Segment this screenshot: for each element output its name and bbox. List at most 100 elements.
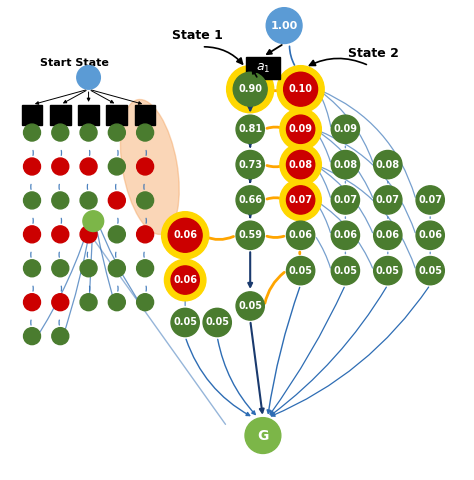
Circle shape <box>236 292 264 320</box>
FancyBboxPatch shape <box>78 105 99 125</box>
Circle shape <box>109 294 125 311</box>
Text: 0.66: 0.66 <box>238 195 262 205</box>
Circle shape <box>24 226 40 243</box>
Text: 0.07: 0.07 <box>333 195 357 205</box>
Text: 0.59: 0.59 <box>238 230 262 240</box>
Circle shape <box>137 294 154 311</box>
Circle shape <box>171 266 199 294</box>
Circle shape <box>286 150 315 179</box>
Circle shape <box>80 158 97 175</box>
FancyArrowPatch shape <box>316 202 330 233</box>
Text: 0.08: 0.08 <box>376 160 400 169</box>
Circle shape <box>24 124 40 141</box>
FancyArrowPatch shape <box>317 131 373 197</box>
Circle shape <box>137 226 154 243</box>
Circle shape <box>283 72 318 106</box>
Circle shape <box>24 260 40 277</box>
Text: 0.05: 0.05 <box>238 301 262 311</box>
Circle shape <box>109 158 125 175</box>
Circle shape <box>277 66 324 113</box>
FancyArrowPatch shape <box>267 198 284 199</box>
Text: 0.05: 0.05 <box>333 265 357 276</box>
Circle shape <box>168 218 202 252</box>
Circle shape <box>109 124 125 141</box>
Circle shape <box>77 66 100 89</box>
FancyArrowPatch shape <box>317 166 415 268</box>
Circle shape <box>52 294 69 311</box>
Text: 0.07: 0.07 <box>289 195 313 205</box>
Circle shape <box>109 192 125 209</box>
Circle shape <box>24 158 40 175</box>
Circle shape <box>52 226 69 243</box>
Circle shape <box>24 192 40 209</box>
Text: 0.73: 0.73 <box>238 160 262 169</box>
Circle shape <box>83 211 104 231</box>
Circle shape <box>164 259 206 301</box>
Circle shape <box>52 192 69 209</box>
Text: G: G <box>257 429 269 443</box>
FancyArrowPatch shape <box>320 91 373 162</box>
Circle shape <box>24 294 40 311</box>
Text: 0.06: 0.06 <box>173 230 197 240</box>
Circle shape <box>24 328 40 345</box>
Text: 0.05: 0.05 <box>289 265 313 276</box>
Circle shape <box>162 212 209 259</box>
Text: 1.00: 1.00 <box>271 21 298 31</box>
Circle shape <box>416 256 444 285</box>
Circle shape <box>109 260 125 277</box>
FancyArrowPatch shape <box>316 132 330 162</box>
Text: 0.05: 0.05 <box>418 265 442 276</box>
FancyBboxPatch shape <box>50 105 71 125</box>
FancyArrowPatch shape <box>316 167 330 197</box>
Text: 0.05: 0.05 <box>376 265 400 276</box>
FancyBboxPatch shape <box>135 105 155 125</box>
Text: 0.05: 0.05 <box>173 317 197 327</box>
Circle shape <box>331 115 359 144</box>
FancyArrowPatch shape <box>94 214 144 308</box>
Circle shape <box>374 221 402 250</box>
FancyArrowPatch shape <box>317 130 415 233</box>
Circle shape <box>286 256 315 285</box>
Circle shape <box>80 260 97 277</box>
Circle shape <box>236 150 264 179</box>
Text: 0.06: 0.06 <box>376 230 400 240</box>
Circle shape <box>236 186 264 214</box>
Circle shape <box>286 186 315 214</box>
Circle shape <box>52 158 69 175</box>
Circle shape <box>374 256 402 285</box>
FancyBboxPatch shape <box>107 105 127 125</box>
Circle shape <box>416 186 444 214</box>
FancyArrowPatch shape <box>320 90 415 197</box>
Circle shape <box>236 221 264 250</box>
Circle shape <box>245 418 281 454</box>
FancyArrowPatch shape <box>205 237 234 240</box>
Text: 0.10: 0.10 <box>289 84 313 94</box>
FancyBboxPatch shape <box>22 105 42 125</box>
Ellipse shape <box>120 99 179 234</box>
Circle shape <box>137 124 154 141</box>
Circle shape <box>374 150 402 179</box>
Circle shape <box>80 192 97 209</box>
Text: Start State: Start State <box>40 58 109 68</box>
Circle shape <box>80 124 97 141</box>
Text: State 2: State 2 <box>348 48 399 60</box>
FancyArrowPatch shape <box>270 90 281 91</box>
Circle shape <box>233 72 267 106</box>
FancyArrowPatch shape <box>267 127 284 128</box>
FancyArrowPatch shape <box>290 46 294 65</box>
Text: 0.06: 0.06 <box>289 230 313 240</box>
Circle shape <box>280 144 321 185</box>
Circle shape <box>280 108 321 150</box>
FancyArrowPatch shape <box>317 166 373 233</box>
FancyArrowPatch shape <box>267 236 284 238</box>
FancyArrowPatch shape <box>34 214 92 342</box>
Circle shape <box>266 8 302 44</box>
Circle shape <box>171 308 199 336</box>
Circle shape <box>137 260 154 277</box>
Text: 0.90: 0.90 <box>238 84 262 94</box>
Circle shape <box>416 221 444 250</box>
FancyArrowPatch shape <box>89 214 93 308</box>
Text: $a_1$: $a_1$ <box>255 61 270 74</box>
Circle shape <box>137 192 154 209</box>
Circle shape <box>80 226 97 243</box>
